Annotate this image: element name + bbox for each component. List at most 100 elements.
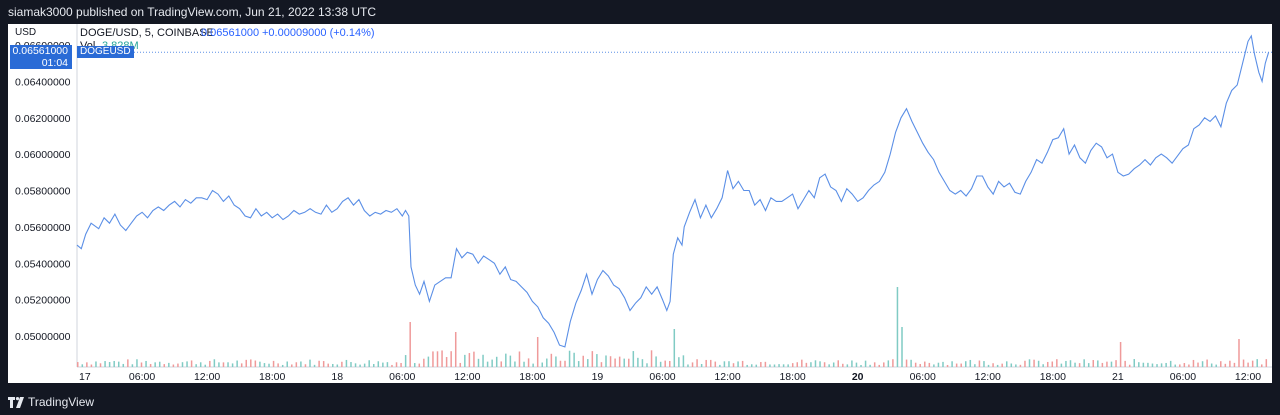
volume-bar xyxy=(1037,360,1040,367)
volume-bar xyxy=(1046,361,1049,367)
volume-bar xyxy=(655,356,657,367)
volume-bar xyxy=(1192,359,1195,367)
volume-bar xyxy=(942,361,944,367)
volume-bar xyxy=(209,360,211,367)
volume-bar xyxy=(1242,359,1245,367)
volume-bar xyxy=(468,353,471,367)
volume-bar xyxy=(268,363,270,367)
volume-bar xyxy=(486,361,489,367)
volume-bar xyxy=(477,358,480,367)
volume-bar xyxy=(190,360,193,367)
volume-bar xyxy=(609,356,612,367)
volume-bar xyxy=(122,363,125,367)
volume-bar xyxy=(86,362,88,367)
x-tick-label: 06:00 xyxy=(389,371,415,383)
volume-bar xyxy=(300,361,302,367)
volume-bar xyxy=(541,362,543,367)
volume-bar xyxy=(181,362,184,367)
volume-bar xyxy=(149,363,152,367)
volume-bar xyxy=(987,364,990,367)
legend-price: 0.06561000 xyxy=(201,27,260,39)
volume-bar xyxy=(596,354,598,367)
volume-bar xyxy=(623,358,625,367)
volume-bar xyxy=(222,362,225,367)
volume-bar xyxy=(1206,359,1208,367)
volume-bar xyxy=(204,364,207,367)
publisher-line: siamak3000 published on TradingView.com,… xyxy=(8,5,377,19)
volume-bar xyxy=(523,361,525,367)
volume-bar xyxy=(445,357,448,367)
volume-bar xyxy=(969,359,972,367)
volume-bar xyxy=(432,351,434,367)
volume-bar xyxy=(309,359,311,367)
volume-bar xyxy=(245,359,247,367)
volume-bar xyxy=(582,355,584,367)
volume-bar xyxy=(650,350,653,367)
volume-bar xyxy=(1015,364,1017,367)
volume-bar xyxy=(778,364,780,367)
volume-bar xyxy=(965,361,967,367)
volume-bar xyxy=(883,362,885,367)
volume-bar xyxy=(1005,361,1008,367)
volume-bar xyxy=(864,360,867,367)
volume-bar xyxy=(1165,362,1167,367)
volume-bar xyxy=(286,361,288,367)
volume-bar xyxy=(1028,359,1031,367)
volume-bar xyxy=(755,364,758,367)
y-tick-label: 0.05000000 xyxy=(15,331,71,343)
volume-bar xyxy=(117,361,120,367)
volume-bar xyxy=(1147,362,1149,367)
volume-bar xyxy=(1220,361,1222,367)
price-series-line xyxy=(76,34,1270,348)
volume-bar xyxy=(177,363,179,367)
volume-bar xyxy=(1229,360,1231,367)
x-tick-label: 18:00 xyxy=(1040,371,1066,383)
volume-bar xyxy=(618,356,621,367)
volume-bars xyxy=(77,287,1268,367)
volume-bar xyxy=(587,359,589,367)
volume-bar xyxy=(691,362,694,367)
y-tick-label: 0.06200000 xyxy=(15,113,71,125)
volume-bar xyxy=(646,363,648,367)
volume-bar xyxy=(518,351,521,367)
volume-bar xyxy=(1033,359,1035,367)
volume-bar xyxy=(154,362,156,367)
volume-bar xyxy=(855,362,858,367)
volume-bar xyxy=(700,363,703,367)
volume-bar xyxy=(924,361,926,367)
volume-bar xyxy=(382,362,384,367)
volume-bar xyxy=(195,364,197,367)
volume-bar xyxy=(108,362,111,367)
volume-bar xyxy=(464,354,466,367)
volume-bar xyxy=(892,359,894,367)
volume-bar xyxy=(514,361,516,367)
volume-bar xyxy=(1233,362,1236,367)
symbol-tag: DOGEUSD xyxy=(77,46,134,58)
volume-bar xyxy=(760,362,762,367)
volume-bar xyxy=(345,359,348,367)
volume-bar xyxy=(218,362,220,367)
volume-bar xyxy=(240,363,243,367)
volume-bar xyxy=(769,364,771,367)
y-tick-label: 0.06000000 xyxy=(15,149,71,161)
chart-panel[interactable]: 0.066000000.064000000.062000000.06000000… xyxy=(8,24,1272,383)
volume-bar xyxy=(140,362,143,367)
volume-bar xyxy=(801,359,803,367)
last-price-badge: 0.06561000 01:04 xyxy=(10,45,72,69)
x-tick-label: 12:00 xyxy=(454,371,480,383)
volume-bar xyxy=(714,361,717,367)
volume-bar xyxy=(641,359,644,367)
tradingview-logo-icon xyxy=(8,397,24,408)
x-tick-label: 18:00 xyxy=(259,371,285,383)
volume-bar xyxy=(1156,364,1158,367)
legend-symbol[interactable]: DOGE/USD, 5, COINBASE xyxy=(80,27,214,39)
x-tick-label: 12:00 xyxy=(714,371,740,383)
volume-bar xyxy=(368,360,370,367)
price-chart[interactable]: 0.066000000.064000000.062000000.06000000… xyxy=(8,24,1272,383)
volume-bar xyxy=(996,364,999,367)
volume-bar xyxy=(336,364,339,367)
brand-name: TradingView xyxy=(28,395,95,409)
volume-bar xyxy=(168,362,170,367)
volume-bar xyxy=(946,364,949,367)
volume-bar xyxy=(113,360,115,367)
